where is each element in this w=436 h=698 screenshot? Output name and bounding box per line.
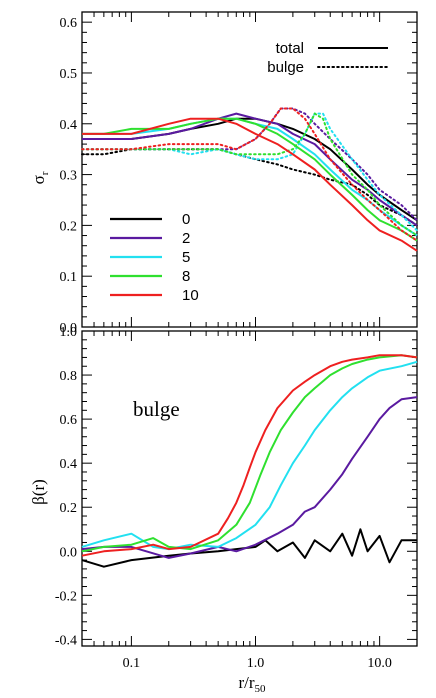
legend-label: 10 xyxy=(182,287,199,304)
y-axis-title-sub: r xyxy=(39,171,51,175)
series-legend: 0 2 5 8 10 xyxy=(110,211,199,304)
series-line-bulge-0 xyxy=(81,148,418,227)
x-axis-title: r/r50 xyxy=(238,673,266,695)
legend-label: 0 xyxy=(182,211,190,228)
y-tick-label: 0.6 xyxy=(60,16,78,31)
series-line-0 xyxy=(81,528,417,568)
series-line-8 xyxy=(81,354,418,553)
y-axis-title-main: σ xyxy=(29,175,48,184)
y-tick-label: 0.0 xyxy=(60,545,78,560)
y-tick-label: 0.2 xyxy=(60,219,78,234)
y-axis-title: σr xyxy=(29,171,51,184)
series-line-2 xyxy=(81,396,418,559)
y-tick-label: 0.0 xyxy=(60,321,78,336)
y-tick-label: -0.4 xyxy=(55,633,77,648)
y-tick-label: 0.5 xyxy=(60,67,78,82)
style-legend-label: bulge xyxy=(267,59,304,76)
panel-annotation: bulge xyxy=(133,397,180,421)
y-tick-label: 1.0 xyxy=(60,325,78,340)
y-tick-label: 0.3 xyxy=(60,169,78,184)
y-tick-label: 0.6 xyxy=(60,413,78,428)
style-legend-label: total xyxy=(276,40,304,57)
series-line-bulge-8 xyxy=(81,112,418,237)
series-line-total-5 xyxy=(82,117,418,237)
series-line-5 xyxy=(81,360,418,551)
series-line-10 xyxy=(81,354,418,557)
x-tick-label: 1.0 xyxy=(247,656,265,671)
legend-label: 8 xyxy=(182,268,190,285)
bottom-panel: -0.4 -0.2 0.0 0.2 0.4 0.6 0.8 1.0 0.1 1.0 10.0 bulg… xyxy=(29,325,418,695)
legend-label: 2 xyxy=(182,230,190,247)
x-axis-title-sub: 50 xyxy=(255,683,267,695)
y-axis-title: β(r) xyxy=(29,479,48,505)
series-line-bulge-10 xyxy=(81,107,418,242)
series-line-total-2 xyxy=(82,112,418,227)
series-line-total-8 xyxy=(82,117,418,242)
plot-frame xyxy=(81,11,418,328)
legend-label: 5 xyxy=(182,249,190,266)
y-tick-label: -0.2 xyxy=(55,589,77,604)
x-tick-label: 10.0 xyxy=(367,656,392,671)
y-tick-label: 0.4 xyxy=(60,118,78,133)
y-tick-label: 0.8 xyxy=(60,369,78,384)
top-panel: 0.0 0.1 0.2 0.3 0.4 0.5 0.6 σr total bulge 0 2 5 8 10 xyxy=(29,11,418,336)
x-axis-title-main: r/r xyxy=(238,673,254,692)
y-tick-label: 0.4 xyxy=(60,457,78,472)
series-line-total-10 xyxy=(82,117,418,252)
y-tick-label: 0.1 xyxy=(60,270,78,285)
x-tick-label: 0.1 xyxy=(123,656,141,671)
y-tick-label: 0.2 xyxy=(60,501,78,516)
series-line-bulge-2 xyxy=(81,107,418,222)
style-legend: total bulge xyxy=(267,40,389,76)
